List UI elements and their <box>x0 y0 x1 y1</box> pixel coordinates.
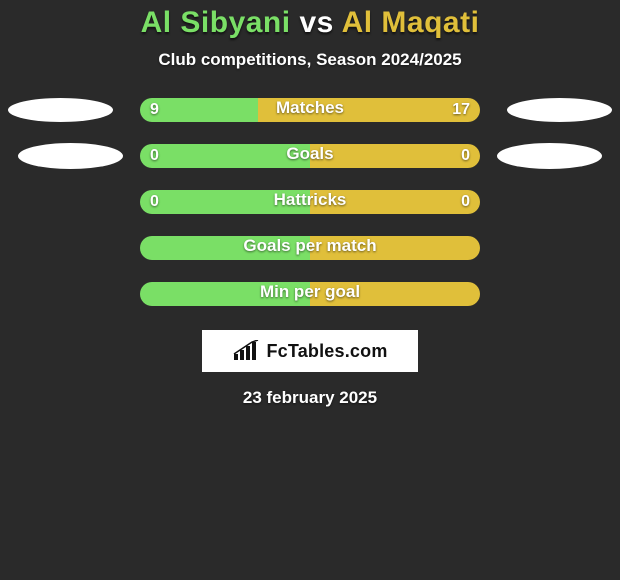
stat-bar: 00Hattricks <box>140 190 480 214</box>
player-right-name: Al Maqati <box>342 6 480 39</box>
stat-value-left: 0 <box>150 193 159 211</box>
stat-value-left: 9 <box>150 101 159 119</box>
club-badge-right <box>507 98 612 122</box>
branding-box: FcTables.com <box>202 330 418 372</box>
stat-bar: Goals per match <box>140 236 480 260</box>
branding-text: FcTables.com <box>266 341 387 362</box>
stat-value-right: 0 <box>461 193 470 211</box>
stat-bar-right-fill <box>258 98 480 122</box>
stat-bar-left-fill <box>140 282 310 306</box>
club-badge-left <box>18 143 123 169</box>
stat-value-left: 0 <box>150 147 159 165</box>
stat-row: Goals per match <box>0 236 620 260</box>
bars-icon <box>232 340 260 362</box>
stat-bar-right-fill <box>310 282 480 306</box>
comparison-card: Al Sibyani vs Al Maqati Club competition… <box>0 0 620 580</box>
stat-bar: Min per goal <box>140 282 480 306</box>
player-left-name: Al Sibyani <box>141 6 291 39</box>
club-badge-left <box>8 98 113 122</box>
stat-row: 00Goals <box>0 144 620 168</box>
stat-row: 917Matches <box>0 98 620 122</box>
stat-bar-right-fill <box>310 236 480 260</box>
stat-bar: 917Matches <box>140 98 480 122</box>
page-title: Al Sibyani vs Al Maqati <box>0 0 620 40</box>
stat-bar-left-fill <box>140 236 310 260</box>
stat-rows: 917Matches00Goals00HattricksGoals per ma… <box>0 98 620 306</box>
stat-row: 00Hattricks <box>0 190 620 214</box>
stat-bar-left-fill <box>140 190 310 214</box>
stat-row: Min per goal <box>0 282 620 306</box>
stat-bar: 00Goals <box>140 144 480 168</box>
date-footer: 23 february 2025 <box>0 388 620 408</box>
stat-value-right: 17 <box>452 101 470 119</box>
stat-bar-left-fill <box>140 144 310 168</box>
stat-value-right: 0 <box>461 147 470 165</box>
stat-bar-right-fill <box>310 144 480 168</box>
vs-text: vs <box>299 6 333 39</box>
club-badge-right <box>497 143 602 169</box>
subtitle: Club competitions, Season 2024/2025 <box>0 50 620 70</box>
stat-bar-right-fill <box>310 190 480 214</box>
